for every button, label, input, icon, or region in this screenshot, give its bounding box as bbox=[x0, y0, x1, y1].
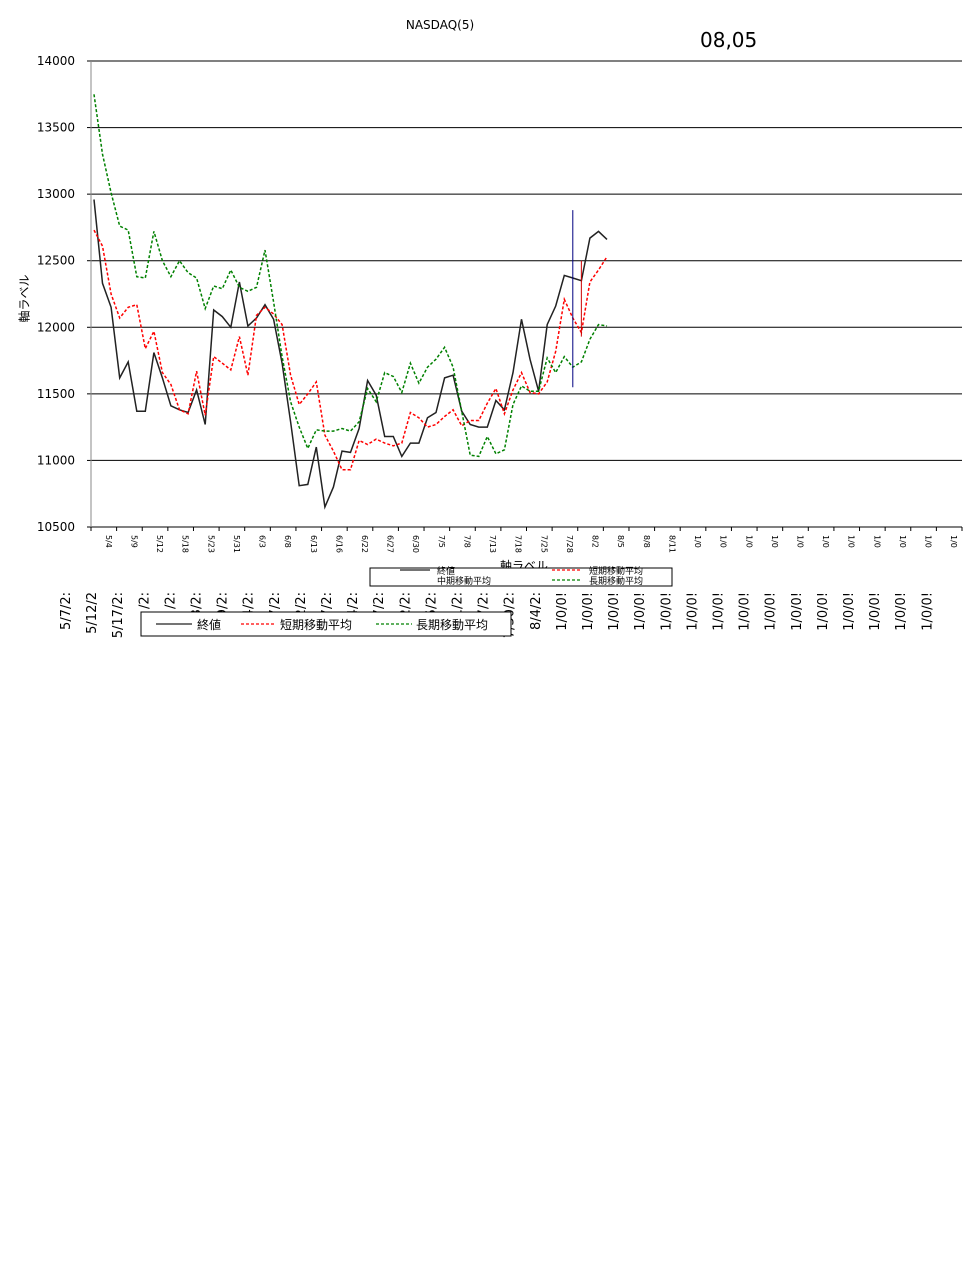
x-tick-label: 6/27 bbox=[386, 535, 395, 553]
legend-small-label: 短期移動平均 bbox=[589, 565, 643, 577]
bottom-date-label: 7/2: bbox=[372, 592, 387, 617]
bottom-date-label: 1/0/0! bbox=[790, 592, 805, 631]
legend-main-label: 終値 bbox=[197, 617, 221, 632]
x-tick-label: 1/0 bbox=[924, 535, 933, 548]
bottom-date-label: 1/0/0! bbox=[816, 592, 831, 631]
bottom-date-label: 7/2: bbox=[320, 592, 335, 617]
bottom-date-label: 5/17/2: bbox=[111, 592, 126, 638]
bottom-date-label: 4/2: bbox=[346, 592, 361, 617]
x-tick-label: 7/18 bbox=[514, 535, 523, 553]
bottom-date-label: 1/0/0! bbox=[659, 592, 674, 631]
bottom-date-label: 1/0/0! bbox=[842, 592, 857, 631]
x-tick-label: 6/16 bbox=[334, 535, 343, 553]
bottom-date-label: 1/0/0! bbox=[868, 592, 883, 631]
x-tick-label: 7/25 bbox=[539, 535, 548, 553]
bottom-date-label: 4/2: bbox=[242, 592, 257, 617]
x-tick-label: 1/0 bbox=[847, 535, 856, 548]
x-tick-label: 6/13 bbox=[309, 535, 318, 553]
bottom-date-label: /2: bbox=[137, 592, 152, 609]
bottom-date-label: 1/0/0! bbox=[633, 592, 648, 631]
x-tick-label: 1/0 bbox=[719, 535, 728, 548]
x-tick-label: 7/28 bbox=[565, 535, 574, 553]
y-tick-label: 12000 bbox=[37, 320, 75, 334]
x-tick-label: 1/0 bbox=[872, 535, 881, 548]
x-tick-label: 5/31 bbox=[232, 535, 241, 553]
x-tick-label: 5/12 bbox=[155, 535, 164, 553]
x-tick-label: 8/8 bbox=[642, 535, 651, 548]
legend-main bbox=[140, 611, 512, 637]
date-label: 08,05 bbox=[700, 28, 758, 52]
plot-area bbox=[91, 61, 962, 527]
bottom-date-label: /2: bbox=[163, 592, 178, 609]
x-tick-label: 5/18 bbox=[181, 535, 190, 553]
bottom-date-label: 7/2: bbox=[268, 592, 283, 617]
bottom-date-label: 1/0/0! bbox=[555, 592, 570, 631]
x-tick-label: 1/0 bbox=[693, 535, 702, 548]
x-tick-label: 1/0 bbox=[949, 535, 958, 548]
x-tick-label: 1/0 bbox=[821, 535, 830, 548]
bottom-date-label: 8/4/2: bbox=[529, 592, 544, 630]
x-tick-label: 1/0 bbox=[744, 535, 753, 548]
x-tick-label: 5/23 bbox=[206, 535, 215, 553]
bottom-date-label: 2/2: bbox=[398, 592, 413, 617]
y-tick-label: 13000 bbox=[37, 187, 75, 201]
legend-small-label: 中期移動平均 bbox=[437, 575, 491, 587]
legend-small-label: 長期移動平均 bbox=[589, 575, 643, 587]
bottom-date-label: 1/0/0! bbox=[894, 592, 909, 631]
x-tick-label: 1/0 bbox=[770, 535, 779, 548]
x-tick-label: 6/3 bbox=[258, 535, 267, 548]
x-tick-label: 8/5 bbox=[616, 535, 625, 548]
bottom-date-label: 1/0/0! bbox=[764, 592, 779, 631]
legend-small bbox=[369, 567, 673, 587]
bottom-date-label: 1/0/0! bbox=[738, 592, 753, 631]
bottom-date-label: 5/12/2 bbox=[85, 592, 100, 634]
legend-main-label: 長期移動平均 bbox=[416, 618, 488, 632]
bottom-date-label: 5/2: bbox=[424, 592, 439, 617]
bottom-date-label: 7/2: bbox=[477, 592, 492, 617]
bottom-date-label: 1/0/0! bbox=[712, 592, 727, 631]
y-tick-label: 11000 bbox=[37, 453, 75, 467]
y-tick-label: 14000 bbox=[37, 54, 75, 68]
x-tick-label: 1/0 bbox=[898, 535, 907, 548]
legend-small-label: 終値 bbox=[437, 565, 455, 577]
bottom-date-label: 1/0/0! bbox=[685, 592, 700, 631]
x-tick-label: 5/4 bbox=[104, 535, 113, 548]
x-tick-label: 7/8 bbox=[462, 535, 471, 548]
x-tick-label: 6/22 bbox=[360, 535, 369, 553]
x-tick-label: 8/11 bbox=[667, 535, 676, 553]
series-line-短期移動平均 bbox=[93, 229, 608, 471]
x-tick-label: 1/0 bbox=[795, 535, 804, 548]
x-tick-label: 6/8 bbox=[283, 535, 292, 548]
bottom-date-label: 1/2: bbox=[451, 592, 466, 617]
x-tick-label: 7/13 bbox=[488, 535, 497, 553]
x-tick-label: 8/2 bbox=[591, 535, 600, 548]
x-tick-label: 6/30 bbox=[411, 535, 420, 553]
bottom-date-label: 2/2: bbox=[294, 592, 309, 617]
y-tick-label: 10500 bbox=[37, 520, 75, 534]
bottom-date-label: 1/0/0! bbox=[607, 592, 622, 631]
y-tick-label: 13500 bbox=[37, 121, 75, 135]
x-tick-label: 7/5 bbox=[437, 535, 446, 548]
y-tick-label: 12500 bbox=[37, 254, 75, 268]
bottom-date-label: 1/0/0! bbox=[920, 592, 935, 631]
bottom-date-label: 5/7/2: bbox=[59, 592, 74, 630]
chart-title: NASDAQ(5) bbox=[405, 18, 475, 32]
y-tick-label: 11500 bbox=[37, 387, 75, 401]
bottom-date-label: 9/2: bbox=[216, 592, 231, 617]
x-tick-label: 5/9 bbox=[129, 535, 138, 548]
bottom-date-label: 3/2: bbox=[190, 592, 205, 617]
legend-main-label: 短期移動平均 bbox=[280, 618, 352, 632]
bottom-date-label: 1/0/0! bbox=[581, 592, 596, 631]
